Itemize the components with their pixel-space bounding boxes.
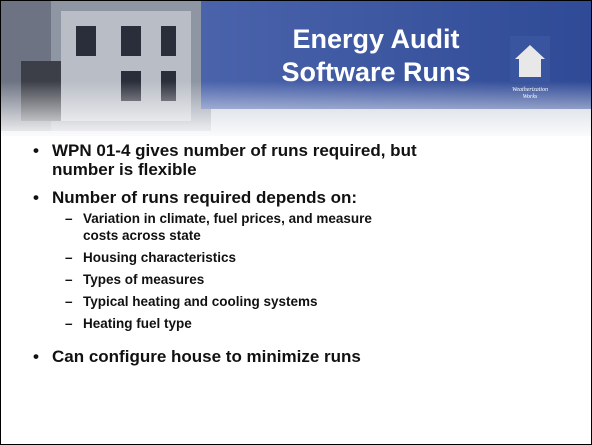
bullet-text: number is flexible bbox=[52, 160, 197, 180]
bullet-dot: • bbox=[33, 141, 39, 161]
sub-text: Housing characteristics bbox=[83, 250, 236, 265]
slide: Energy AuditSoftware RunsWeatherizationW… bbox=[0, 0, 592, 445]
sub-text: Variation in climate, fuel prices, and m… bbox=[83, 211, 372, 226]
sub-text: costs across state bbox=[83, 228, 201, 243]
bullet-dot: • bbox=[33, 347, 39, 367]
bullet-text: WPN 01-4 gives number of runs required, … bbox=[52, 141, 417, 161]
bullet-text: Number of runs required depends on: bbox=[52, 188, 357, 208]
bullet-dot: • bbox=[33, 188, 39, 208]
sub-dash: – bbox=[65, 294, 73, 309]
sub-dash: – bbox=[65, 316, 73, 331]
sub-dash: – bbox=[65, 250, 73, 265]
sub-dash: – bbox=[65, 211, 73, 226]
sub-text: Heating fuel type bbox=[83, 316, 192, 331]
sub-text: Typical heating and cooling systems bbox=[83, 294, 318, 309]
sub-text: Types of measures bbox=[83, 272, 204, 287]
logo-text: Weatherization bbox=[510, 87, 550, 93]
sub-dash: – bbox=[65, 272, 73, 287]
slide-title: Software Runs bbox=[246, 56, 506, 89]
bullet-text: Can configure house to minimize runs bbox=[52, 347, 361, 367]
logo-text: Works bbox=[510, 94, 550, 100]
slide-title: Energy Audit bbox=[246, 23, 506, 56]
